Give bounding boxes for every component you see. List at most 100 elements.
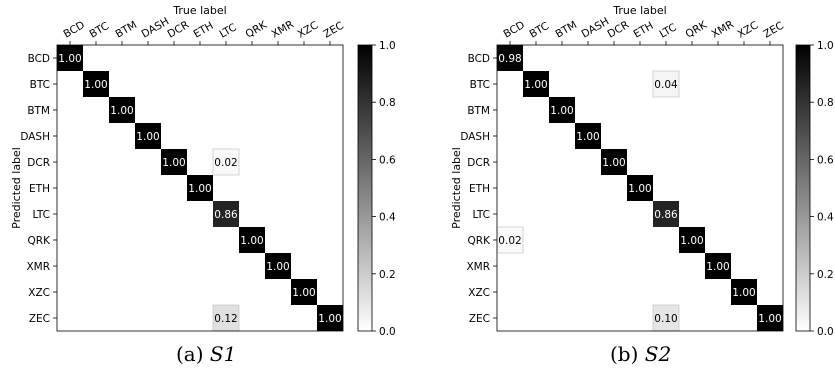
m2-cell-value-8-8: 1.00 (706, 261, 729, 273)
m1-colorbar-tick-1: 0.2 (379, 269, 396, 281)
caption-s1-name: S1 (209, 342, 237, 366)
m1-x-tick-btc: BTC (88, 20, 112, 41)
m1-cell-value-5-5: 1.00 (188, 183, 211, 195)
m2-y-tick-btc: BTC (470, 79, 490, 91)
m2-cell-2-2 (549, 97, 575, 123)
m1-cell-value-0-0: 1.00 (58, 53, 81, 65)
m1-cell-0-0 (57, 45, 83, 71)
m2-cell-value-0-0: 0.98 (498, 53, 521, 65)
m2-cell-value-9-9: 1.00 (732, 287, 755, 299)
m2-cell-value-6-6: 0.86 (654, 209, 678, 221)
m2-y-tick-zec: ZEC (469, 313, 490, 325)
m2-x-tick-btc: BTC (528, 20, 552, 41)
caption-s2-name: S2 (644, 342, 672, 366)
m1-cell-10-6 (212, 304, 240, 332)
m2-colorbar-tick-2: 0.4 (817, 212, 834, 224)
m1-y-tick-qrk: QRK (28, 235, 52, 247)
m1-y-tick-xmr: XMR (26, 261, 50, 273)
m2-cell-value-3-3: 1.00 (576, 131, 599, 143)
caption-s2-prefix: (b) (610, 342, 639, 366)
m1-cell-8-8 (265, 253, 291, 279)
m1-colorbar-tick-4: 0.8 (379, 97, 396, 109)
m2-cell-9-9 (731, 279, 757, 305)
m2-cell-value-4-4: 1.00 (602, 157, 625, 169)
m1-y-tick-bcd: BCD (28, 53, 50, 65)
m2-colorbar-tick-4: 0.8 (817, 97, 834, 109)
m1-cell-value-3-3: 1.00 (136, 131, 159, 143)
m1-y-tick-ltc: LTC (32, 209, 50, 221)
m2-cell-0-0 (497, 45, 523, 71)
m1-y-tick-zec: ZEC (29, 313, 50, 325)
m2-colorbar-tick-3: 0.6 (817, 154, 834, 166)
m1-colorbar-tick-0: 0.0 (379, 326, 396, 338)
m2-colorbar (795, 44, 811, 332)
m1-x-tick-eth: ETH (192, 20, 216, 41)
m1-x-tick-ltc: LTC (218, 21, 239, 40)
m1-cell-value-4-6: 0.02 (214, 157, 237, 169)
m2-x-tick-ltc: LTC (658, 21, 679, 40)
m1-x-axis-label: True label (172, 4, 226, 17)
m1-cell-value-2-2: 1.00 (110, 105, 133, 117)
caption-s1-prefix: (a) (176, 342, 204, 366)
m1-x-tick-qrk: QRK (244, 18, 270, 40)
m2-x-tick-bcd: BCD (502, 19, 527, 41)
m2-x-tick-zec: ZEC (762, 20, 786, 41)
m2-x-tick-dcr: DCR (606, 19, 632, 41)
m1-cell-5-5 (187, 175, 213, 201)
m2-y-tick-dcr: DCR (467, 157, 490, 169)
m1-cell-value-10-6: 0.12 (214, 313, 237, 325)
m1-cell-10-10 (317, 305, 343, 331)
m2-cell-value-1-6: 0.04 (654, 79, 678, 91)
m2-y-tick-xmr: XMR (466, 261, 490, 273)
m1-y-tick-dash: DASH (20, 131, 50, 143)
m2-cell-10-10 (757, 305, 783, 331)
m2-cell-6-6 (653, 201, 679, 227)
m1-x-tick-zec: ZEC (322, 20, 346, 41)
m2-y-tick-eth: ETH (469, 183, 490, 195)
m1-x-tick-dcr: DCR (166, 19, 192, 41)
m2-cell-7-0 (496, 226, 524, 254)
m1-colorbar (357, 44, 373, 332)
m1-y-tick-btm: BTM (27, 105, 50, 117)
m1-cell-4-4 (161, 149, 187, 175)
m1-cell-value-6-6: 0.86 (214, 209, 238, 221)
m2-cell-10-6 (652, 304, 680, 332)
m1-cell-2-2 (109, 97, 135, 123)
m2-colorbar-tick-0: 0.0 (817, 326, 834, 338)
m1-colorbar-tick-5: 1.0 (379, 40, 396, 52)
m2-x-tick-xmr: XMR (710, 18, 736, 40)
m2-cell-value-7-0: 0.02 (498, 235, 521, 247)
m2-x-axis-label: True label (612, 4, 666, 17)
m2-cell-value-2-2: 1.00 (550, 105, 573, 117)
m2-cell-value-5-5: 1.00 (628, 183, 651, 195)
m1-cell-value-8-8: 1.00 (266, 261, 289, 273)
m1-cell-value-7-7: 1.00 (240, 235, 263, 247)
m2-x-tick-eth: ETH (632, 20, 656, 41)
m1-y-tick-btc: BTC (30, 79, 50, 91)
m2-cell-value-10-6: 0.10 (654, 313, 677, 325)
m1-y-tick-dcr: DCR (27, 157, 50, 169)
m1-y-tick-eth: ETH (29, 183, 50, 195)
confusion-matrix-1: 1.00 1.00 1.00 1.00 1.00 0.02 1.00 0.86 1.00 1.0 0… (10, 4, 396, 338)
m2-cell-value-10-10: 1.00 (758, 313, 781, 325)
m1-x-tick-dash: DASH (140, 15, 172, 40)
caption-s1: (a) S1 (176, 342, 236, 366)
m1-cell-4-6 (212, 148, 240, 176)
m2-y-tick-qrk: QRK (468, 235, 492, 247)
m2-x-tick-xzc: XZC (736, 19, 761, 40)
confusion-matrix-2: 0.981.00 0.041.001.001.001.000.860.02 1.00… (450, 4, 834, 338)
m1-colorbar-tick-2: 0.4 (379, 212, 396, 224)
m2-colorbar-tick-5: 1.0 (817, 40, 834, 52)
m1-cell-value-4-4: 1.00 (162, 157, 185, 169)
m2-y-tick-xzc: XZC (468, 287, 490, 299)
m2-y-tick-bcd: BCD (468, 53, 490, 65)
m1-cell-6-6 (213, 201, 239, 227)
m1-cell-7-7 (239, 227, 265, 253)
m1-cell-9-9 (291, 279, 317, 305)
m2-y-tick-dash: DASH (460, 131, 490, 143)
m1-x-tick-xmr: XMR (270, 18, 296, 40)
m2-y-axis-label: Predicted label (450, 147, 463, 229)
m1-cell-1-1 (83, 71, 109, 97)
m2-cell-1-1 (523, 71, 549, 97)
m2-cell-value-1-1: 1.00 (524, 79, 547, 91)
